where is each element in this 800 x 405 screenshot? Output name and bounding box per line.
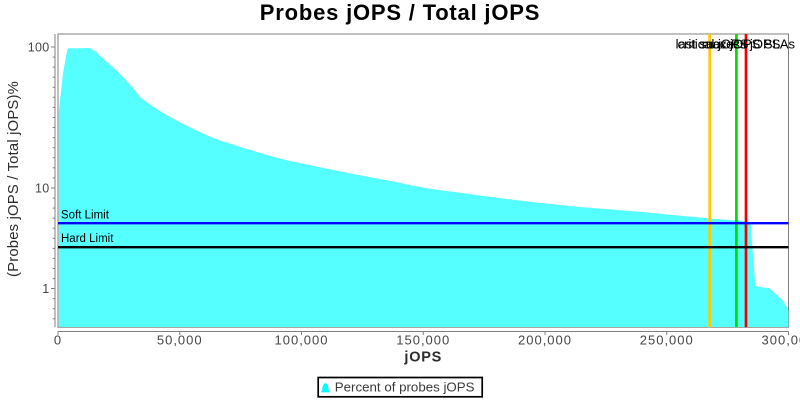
svg-text:max jOPS SLAs: max jOPS SLAs [702,37,796,52]
svg-text:(Probes jOPS / Total jOPS)%: (Probes jOPS / Total jOPS)% [6,81,22,277]
svg-text:100,000: 100,000 [275,333,329,348]
svg-text:Percent of probes jOPS: Percent of probes jOPS [335,380,475,395]
svg-text:Hard Limit: Hard Limit [61,233,114,245]
svg-text:10: 10 [35,181,50,195]
svg-text:250,000: 250,000 [640,333,694,348]
svg-text:Soft Limit: Soft Limit [61,210,110,222]
svg-text:jOPS: jOPS [403,350,442,366]
svg-text:0: 0 [54,333,62,348]
svg-text:100: 100 [28,40,50,54]
svg-text:200,000: 200,000 [518,333,572,348]
svg-text:300,000: 300,000 [762,333,800,348]
svg-text:150,000: 150,000 [396,333,450,348]
svg-text:1: 1 [42,282,49,296]
svg-text:50,000: 50,000 [157,333,203,348]
svg-text:Probes jOPS / Total jOPS: Probes jOPS / Total jOPS [260,0,540,25]
